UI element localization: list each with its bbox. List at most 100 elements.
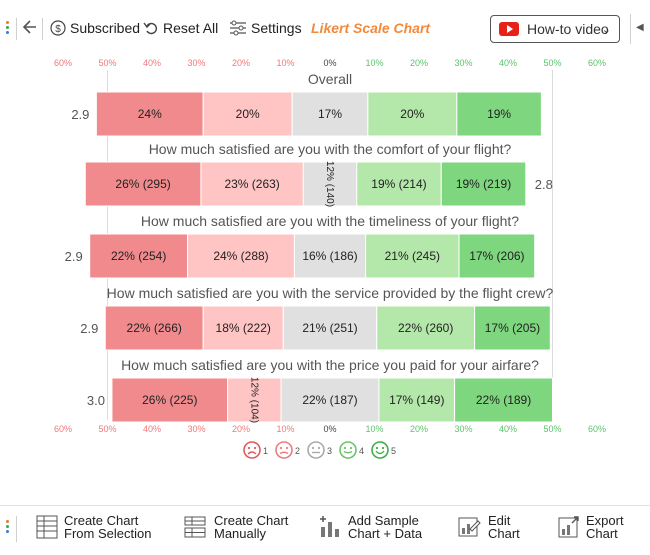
sample-data-icon [320,516,339,537]
top-axis-tick-label: 20% [410,58,428,68]
bar-segment-4 [365,233,460,279]
top-axis-tick-label: 20% [232,58,250,68]
top-axis-tick-label: 10% [276,58,294,68]
bar-value-label: 22% (260) [398,321,453,335]
reset-all-button[interactable]: Reset All [143,20,218,36]
undo-icon [143,22,157,35]
legend-label: 5 [391,446,396,456]
edit-chart-label: Edit Chart [488,513,520,541]
average-score: 2.9 [65,249,83,264]
collapse-panel-icon[interactable]: ◀ [636,22,644,33]
export-chart-label: Export Chart [586,513,624,541]
table-icon [36,515,58,539]
likert-row: How much satisfied are you with the pric… [87,357,554,423]
reset-all-label: Reset All [163,20,219,36]
bar-segment-4 [356,161,442,207]
create-chart-from-selection-label: Create Chart From Selection [64,513,152,541]
create-chart-manually-button[interactable]: Create Chart Manually [184,514,288,540]
bar-value-label: 22% (254) [111,249,166,263]
bar-value-label: 22% (266) [127,321,182,335]
bar-segment-3 [280,377,380,423]
likert-chart: 60% 50% 40% 30% 20% 10% 0% 10% 20% 30% 40% 50% 60% 6… [54,58,606,459]
legend-item: 4 [339,441,364,459]
question-title: How much satisfied are you with the comf… [149,141,512,157]
question-title: Overall [308,71,352,87]
bar-segment-2 [227,377,282,423]
back-arrow-icon [22,20,36,34]
bottom-axis-tick-label: 60% [54,424,72,434]
bottom-toolbar: Create Chart From Selection Create Chart M… [0,505,650,555]
bottom-axis-tick-label: 20% [232,424,250,434]
bar-segment-3 [293,233,367,279]
average-score: 2.9 [71,107,89,122]
neutral-face-icon [307,441,325,459]
bar-segment-3 [302,161,358,207]
export-chart-icon [558,516,579,538]
likert-row: How much satisfied are you with the time… [65,213,536,279]
bottom-axis-tick-label: 30% [187,424,205,434]
bar-value-label: 24% (288) [213,249,268,263]
bar-segment-2 [200,161,304,207]
edit-chart-button[interactable]: Edit Chart [458,514,520,540]
bar-value-label: 19% (214) [371,177,426,191]
bar-segment-3 [291,91,369,137]
top-axis-tick-label: 60% [588,58,606,68]
happy-face-icon [339,441,357,459]
bar-segment-1 [89,233,189,279]
bar-value-label: 22% (187) [302,393,357,407]
bar-segment-5 [458,233,536,279]
bar-segment-5 [440,161,527,207]
youtube-icon [499,22,519,36]
settings-button[interactable]: Settings [229,20,302,36]
very-happy-face-icon [371,441,389,459]
chevron-down-icon: ⌄ [601,24,611,36]
export-chart-button[interactable]: Export Chart [558,514,624,540]
legend-label: 1 [263,446,268,456]
legend-label: 2 [295,446,300,456]
legend-item: 2 [275,441,300,459]
subscribed-label: Subscribed [70,20,141,36]
bar-value-label: 17% [318,107,342,121]
bar-segment-3 [282,305,378,351]
drag-handle-icon[interactable] [6,518,10,535]
bottom-axis-tick-label: 20% [410,424,428,434]
bar-segment-1 [95,91,204,137]
bottom-axis-tick-label: 30% [454,424,472,434]
bar-value-label: 20% [236,107,260,121]
top-axis-tick-label: 40% [499,58,517,68]
toolbar-divider [42,18,43,40]
likert-row: How much satisfied are you with the comf… [84,141,553,207]
bar-value-label: 26% (225) [142,393,197,407]
legend-item: 1 [243,441,268,459]
question-title: How much satisfied are you with the time… [141,213,519,229]
toolbar-divider [16,18,17,40]
dollar-circle-icon: $ [50,20,66,36]
create-chart-from-selection-button[interactable]: Create Chart From Selection [36,514,151,540]
drag-handle-icon[interactable] [6,19,10,36]
bar-segment-2 [187,233,295,279]
bar-value-label: 22% (189) [476,393,531,407]
add-sample-chart-data-button[interactable]: Add Sample Chart + Data [318,514,422,540]
bar-segment-1 [104,305,204,351]
subscribed-button[interactable]: $ Subscribed [50,20,140,36]
bar-value-label: 12% (140) [324,161,335,207]
average-score: 2.9 [80,321,98,336]
top-axis-tick-label: 50% [543,58,561,68]
bar-segment-4 [376,305,476,351]
settings-sliders-icon [230,20,246,36]
average-score: 3.0 [87,393,105,408]
bar-value-label: 19% (219) [456,177,511,191]
bar-value-label: 21% (251) [302,321,357,335]
manual-table-icon [184,516,206,538]
legend-label: 3 [327,446,332,456]
how-to-video-dropdown[interactable]: How-to video ⌄ [490,15,620,43]
bar-segment-5 [474,305,551,351]
svg-text:$: $ [55,24,61,35]
bar-value-label: 17% (205) [485,321,540,335]
likert-row: How much satisfied are you with the serv… [80,285,554,351]
create-chart-manually-label: Create Chart Manually [214,513,289,541]
top-axis-tick-label: 30% [454,58,472,68]
back-button[interactable] [22,18,38,36]
top-axis-tick-label: 0% [323,58,336,68]
top-axis-tick-label: 40% [143,58,161,68]
